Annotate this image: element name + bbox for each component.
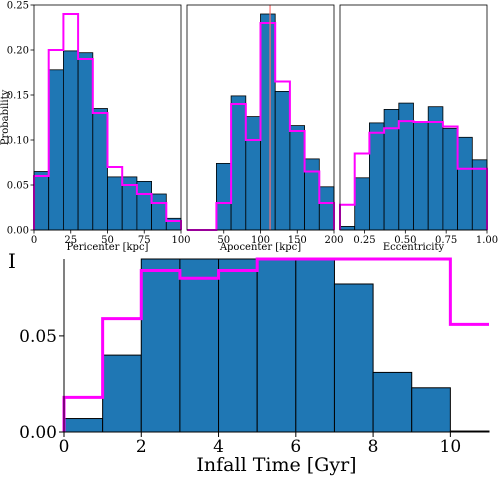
- eccentricity-x-tick-label: 0.50: [394, 235, 416, 246]
- apocenter-x-ticks: 50 100 150 200: [217, 230, 344, 246]
- infall-bar: [295, 258, 335, 433]
- pericenter-bar: [151, 193, 167, 231]
- pericenter-y-tick-label: 0.20: [7, 46, 29, 57]
- pericenter-y-tick-label: 0.00: [7, 226, 29, 237]
- eccentricity-bar: [442, 127, 458, 231]
- pericenter-bar: [63, 50, 79, 231]
- pericenter-bar: [92, 108, 108, 231]
- pericenter-x-tick-label: 50: [101, 235, 114, 246]
- apocenter-bar: [230, 95, 247, 231]
- infall-bar: [333, 283, 374, 433]
- pericenter-bar: [48, 69, 64, 231]
- apocenter-bar: [260, 13, 276, 231]
- infall-x-tick-label: 0: [59, 437, 70, 457]
- eccentricity-x-tick-label: 0.25: [353, 235, 375, 246]
- apocenter-bar: [289, 125, 305, 231]
- infall-bar: [411, 387, 451, 433]
- infall-x-ticks: 0 2 4 6 8 10: [59, 432, 462, 457]
- eccentricity-step-line: [339, 120, 488, 230]
- pericenter-xlabel: Pericenter [kpc]: [67, 242, 149, 253]
- infall-bar: [102, 354, 142, 433]
- pericenter-y-ticks: 0.00 0.05 0.10 0.15 0.20 0.25: [7, 1, 34, 237]
- pericenter-y-tick-label: 0.25: [7, 1, 29, 12]
- apocenter-bar: [274, 91, 291, 231]
- infall-axes: [63, 259, 489, 433]
- apocenter-x-tick-label: 150: [288, 235, 307, 246]
- infall-bar: [179, 258, 220, 433]
- eccentricity-bars: [339, 102, 488, 231]
- infall-bars: [63, 258, 490, 433]
- infall-step-line: [62, 257, 489, 432]
- infall-x-tick-label: 2: [136, 437, 147, 457]
- apocenter-bars: [215, 13, 335, 231]
- pericenter-bar: [107, 176, 123, 231]
- pericenter-x-tick-label: 75: [138, 235, 151, 246]
- infall-x-tick-label: 4: [213, 437, 224, 457]
- apocenter-x-tick-label: 50: [217, 235, 230, 246]
- infall-bar: [372, 371, 413, 433]
- infall-xlabel: Infall Time [Gyr]: [196, 454, 356, 476]
- eccentricity-panel: 0.25 0.50 0.75 1.00 Eccentricity: [339, 4, 498, 253]
- eccentricity-x-tick-label: 0.75: [435, 235, 457, 246]
- apocenter-panel: 50 100 150 200 Apocenter [kpc]: [186, 4, 344, 253]
- pericenter-x-ticks: 0 25 50 75 100: [31, 230, 191, 246]
- infall-y-tick-label: 0.05: [19, 327, 57, 347]
- eccentricity-xlabel: Eccentricity: [383, 242, 445, 253]
- infall-bar: [256, 258, 297, 433]
- pericenter-y-tick-label: 0.15: [7, 91, 29, 102]
- pericenter-x-tick-label: 0: [31, 235, 37, 246]
- infall-y-ticks: 0.00 0.05: [19, 327, 64, 443]
- infall-x-tick-label: 6: [290, 437, 301, 457]
- eccentricity-bar: [398, 102, 414, 231]
- pericenter-y-tick-label: 0.10: [7, 136, 29, 147]
- eccentricity-bar: [413, 121, 429, 231]
- pericenter-bar: [77, 52, 94, 231]
- pericenter-bar: [33, 171, 50, 231]
- pericenter-step-line: [33, 13, 182, 230]
- apocenter-x-tick-label: 200: [324, 235, 343, 246]
- infall-bar: [140, 258, 181, 433]
- eccentricity-bar: [368, 122, 385, 231]
- eccentricity-bar: [471, 159, 488, 231]
- pericenter-bar: [136, 180, 152, 231]
- infall-ylabel: I: [8, 249, 16, 273]
- eccentricity-bar: [354, 177, 370, 231]
- apocenter-step-line: [187, 22, 335, 231]
- pericenter-x-tick-label: 25: [64, 235, 77, 246]
- pericenter-panel: 0 25 50 75 100 0.00 0.05 0.10 0.15 0.20 0.25 Peri…: [0, 1, 191, 254]
- apocenter-x-tick-label: 100: [251, 235, 270, 246]
- eccentricity-bar: [339, 225, 356, 231]
- pericenter-y-tick-label: 0.05: [7, 181, 29, 192]
- infall-x-tick-label: 10: [440, 437, 462, 457]
- apocenter-bar: [318, 186, 335, 231]
- apocenter-xlabel: Apocenter [kpc]: [219, 242, 301, 253]
- infall-bar: [218, 258, 258, 433]
- infall-panel: 0 2 4 6 8 10 0.00 0.05 Infall Time [Gyr] I: [8, 249, 490, 476]
- pericenter-x-tick-label: 100: [171, 235, 190, 246]
- apocenter-bar: [215, 162, 232, 231]
- eccentricity-bar: [457, 136, 473, 231]
- infall-y-tick-label: 0.00: [19, 423, 57, 443]
- eccentricity-x-ticks: 0.25 0.50 0.75 1.00: [353, 230, 498, 246]
- infall-bar: [63, 418, 104, 433]
- eccentricity-x-tick-label: 1.00: [476, 235, 498, 246]
- eccentricity-bar: [427, 106, 444, 231]
- apocenter-bar: [304, 158, 320, 231]
- infall-x-tick-label: 8: [368, 437, 379, 457]
- pericenter-ylabel: Probability: [0, 89, 11, 145]
- eccentricity-axes-frame: [339, 4, 488, 231]
- apocenter-bar: [245, 116, 261, 231]
